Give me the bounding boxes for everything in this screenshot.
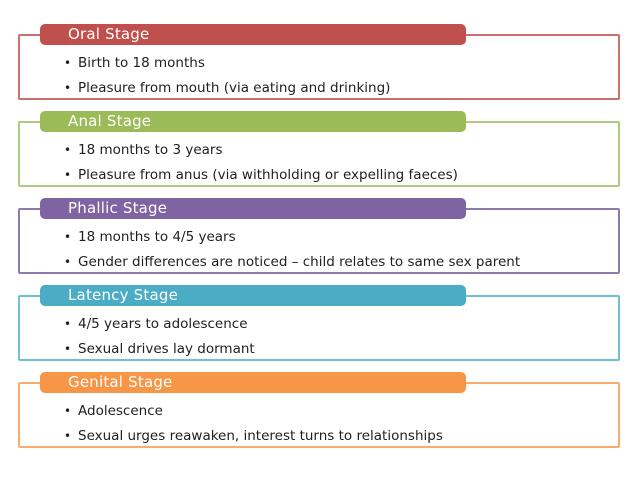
- bullet-text: 18 months to 3 years: [78, 142, 223, 158]
- stage-header-tab: Anal Stage: [40, 111, 466, 132]
- list-item: • Sexual urges reawaken, interest turns …: [64, 424, 614, 449]
- bullet-dot-icon: •: [64, 342, 72, 356]
- stage-section-phallic: Phallic Stage • 18 months to 4/5 years •…: [0, 198, 638, 285]
- stage-bullet-list: • 4/5 years to adolescence • Sexual driv…: [64, 312, 614, 362]
- bullet-dot-icon: •: [64, 143, 72, 157]
- list-item: • 4/5 years to adolescence: [64, 312, 614, 337]
- bullet-text: Pleasure from anus (via withholding or e…: [78, 167, 458, 183]
- list-item: • Sexual drives lay dormant: [64, 337, 614, 362]
- bullet-text: Pleasure from mouth (via eating and drin…: [78, 80, 391, 96]
- bullet-dot-icon: •: [64, 56, 72, 70]
- bullet-text: Gender differences are noticed – child r…: [78, 254, 521, 270]
- bullet-text: Birth to 18 months: [78, 55, 205, 71]
- stage-header-tab: Genital Stage: [40, 372, 466, 393]
- bullet-dot-icon: •: [64, 429, 72, 443]
- bullet-text: Adolescence: [78, 403, 163, 419]
- stage-section-anal: Anal Stage • 18 months to 3 years • Plea…: [0, 111, 638, 198]
- bullet-dot-icon: •: [64, 404, 72, 418]
- stage-section-latency: Latency Stage • 4/5 years to adolescence…: [0, 285, 638, 372]
- stage-title: Anal Stage: [68, 112, 152, 130]
- list-item: • Pleasure from anus (via withholding or…: [64, 163, 614, 188]
- stage-bullet-list: • Adolescence • Sexual urges reawaken, i…: [64, 399, 614, 449]
- stage-title: Latency Stage: [68, 286, 179, 304]
- bullet-text: Sexual urges reawaken, interest turns to…: [78, 428, 443, 444]
- bullet-text: Sexual drives lay dormant: [78, 341, 255, 357]
- list-item: • Gender differences are noticed – child…: [64, 250, 614, 275]
- bullet-text: 18 months to 4/5 years: [78, 229, 236, 245]
- stage-title: Genital Stage: [68, 373, 173, 391]
- stage-bullet-list: • 18 months to 4/5 years • Gender differ…: [64, 225, 614, 275]
- stage-section-genital: Genital Stage • Adolescence • Sexual urg…: [0, 372, 638, 459]
- list-item: • Birth to 18 months: [64, 51, 614, 76]
- stage-title: Phallic Stage: [68, 199, 168, 217]
- bullet-dot-icon: •: [64, 230, 72, 244]
- bullet-dot-icon: •: [64, 81, 72, 95]
- stage-title: Oral Stage: [68, 25, 150, 43]
- stage-header-tab: Phallic Stage: [40, 198, 466, 219]
- bullet-text: 4/5 years to adolescence: [78, 316, 248, 332]
- list-item: • 18 months to 3 years: [64, 138, 614, 163]
- list-item: • 18 months to 4/5 years: [64, 225, 614, 250]
- bullet-dot-icon: •: [64, 255, 72, 269]
- stage-header-tab: Oral Stage: [40, 24, 466, 45]
- stage-section-oral: Oral Stage • Birth to 18 months • Pleasu…: [0, 24, 638, 111]
- list-item: • Pleasure from mouth (via eating and dr…: [64, 76, 614, 101]
- list-item: • Adolescence: [64, 399, 614, 424]
- stage-bullet-list: • Birth to 18 months • Pleasure from mou…: [64, 51, 614, 101]
- bullet-dot-icon: •: [64, 317, 72, 331]
- stage-header-tab: Latency Stage: [40, 285, 466, 306]
- bullet-dot-icon: •: [64, 168, 72, 182]
- stage-bullet-list: • 18 months to 3 years • Pleasure from a…: [64, 138, 614, 188]
